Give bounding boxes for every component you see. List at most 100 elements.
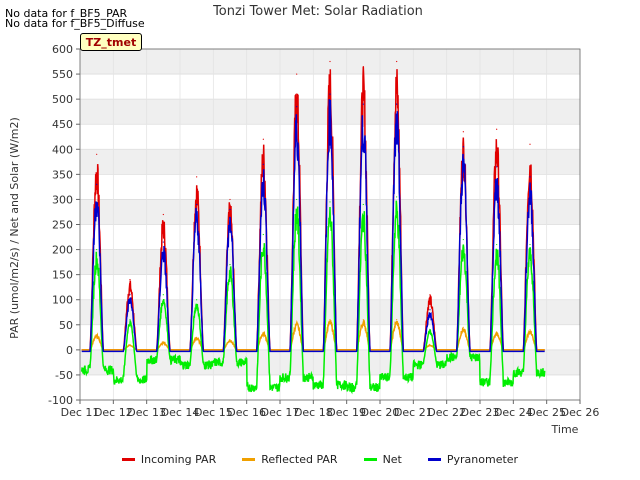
series-line-pyranometer xyxy=(81,99,545,353)
y-tick-label: 100 xyxy=(52,294,73,307)
legend-item: Incoming PAR xyxy=(121,453,217,466)
data-point xyxy=(296,106,298,108)
data-point xyxy=(229,198,231,201)
data-point xyxy=(262,331,264,333)
data-point xyxy=(162,341,164,343)
data-point xyxy=(96,248,98,251)
x-tick-label: Dec 15 xyxy=(194,406,233,419)
y-tick-label: 150 xyxy=(52,269,73,282)
data-point xyxy=(196,203,198,206)
grid-band xyxy=(80,349,580,375)
data-point xyxy=(329,319,331,321)
data-point xyxy=(529,176,531,178)
x-tick-label: Dec 19 xyxy=(327,406,366,419)
y-tick-label: 250 xyxy=(52,219,73,232)
data-point xyxy=(529,329,531,331)
legend-label: Incoming PAR xyxy=(140,453,217,466)
legend-label: Reflected PAR xyxy=(261,453,338,466)
data-point xyxy=(196,299,198,301)
x-axis-label: Time xyxy=(551,423,579,436)
y-tick-label: -100 xyxy=(48,394,73,407)
legend-item: Reflected PAR xyxy=(242,453,338,466)
data-point xyxy=(462,131,464,133)
grid-band xyxy=(80,149,580,175)
data-point xyxy=(229,339,231,341)
data-point xyxy=(162,294,164,296)
data-point xyxy=(362,103,364,105)
data-point xyxy=(362,203,364,206)
data-point xyxy=(429,294,431,296)
data-point xyxy=(462,238,464,241)
data-point xyxy=(96,153,98,155)
data-point xyxy=(262,138,264,140)
data-point xyxy=(396,60,398,63)
y-tick-label: 450 xyxy=(52,118,73,131)
y-tick-label: 550 xyxy=(52,68,73,81)
y-tick-label: 500 xyxy=(52,93,73,106)
data-point xyxy=(462,146,464,148)
data-point xyxy=(162,241,164,243)
x-tick-label: Dec 16 xyxy=(227,406,266,419)
y-tick-label: 400 xyxy=(52,143,73,156)
x-tick-label: Dec 24 xyxy=(494,406,533,419)
site-badge: TZ_tmet xyxy=(80,33,142,51)
legend-label: Net xyxy=(382,453,402,466)
x-tick-label: Dec 26 xyxy=(561,406,600,419)
data-point xyxy=(296,321,298,323)
x-tick-label: Dec 20 xyxy=(361,406,400,419)
data-point xyxy=(129,344,131,346)
data-point xyxy=(529,243,531,246)
y-tick-label: 0 xyxy=(66,344,73,357)
x-tick-label: Dec 23 xyxy=(461,406,500,419)
legend-swatch xyxy=(121,458,135,461)
data-point xyxy=(129,294,131,296)
data-point xyxy=(196,176,198,178)
data-point xyxy=(162,213,164,216)
data-point xyxy=(396,319,398,321)
data-point xyxy=(229,208,231,211)
x-tick-label: Dec 17 xyxy=(261,406,300,419)
legend-item: Net xyxy=(363,453,402,466)
data-point xyxy=(329,201,331,203)
data-point xyxy=(329,93,331,95)
data-point xyxy=(496,166,498,168)
no-data-note-par: No data for f_BF5_PAR xyxy=(5,7,128,20)
no-data-note-diffuse: No data for f_BF5_Diffuse xyxy=(5,17,145,30)
data-point xyxy=(196,336,198,338)
x-tick-label: Dec 14 xyxy=(161,406,200,419)
data-point xyxy=(429,344,431,346)
data-point xyxy=(129,279,131,281)
grid-band xyxy=(80,249,580,275)
x-tick-label: Dec 13 xyxy=(127,406,166,419)
legend-swatch xyxy=(427,458,441,461)
data-point xyxy=(429,309,431,311)
x-tick-label: Dec 21 xyxy=(394,406,433,419)
legend-label: Pyranometer xyxy=(446,453,519,466)
data-point xyxy=(296,198,298,201)
series-line-net xyxy=(80,200,546,395)
data-point xyxy=(329,60,331,63)
y-tick-label: 50 xyxy=(59,319,73,332)
data-point xyxy=(396,103,398,105)
data-point xyxy=(529,143,531,145)
data-point xyxy=(496,243,498,246)
data-point xyxy=(129,319,131,321)
data-point xyxy=(262,163,264,165)
data-point xyxy=(396,196,398,198)
data-point xyxy=(96,183,98,185)
legend-swatch xyxy=(242,458,256,461)
y-tick-label: 350 xyxy=(52,168,73,181)
legend-swatch xyxy=(363,458,377,461)
chart-title: Tonzi Tower Met: Solar Radiation xyxy=(212,4,423,19)
series-line-reflected-par xyxy=(81,319,545,351)
data-point xyxy=(96,334,98,336)
y-tick-label: 200 xyxy=(52,244,73,257)
x-tick-label: Dec 22 xyxy=(427,406,466,419)
data-point xyxy=(296,73,298,75)
data-point xyxy=(496,128,498,130)
y-tick-label: -50 xyxy=(55,369,73,382)
x-tick-label: Dec 11 xyxy=(61,406,100,419)
chart-legend: Incoming PAR Reflected PAR Net Pyranometer xyxy=(0,453,640,466)
y-tick-label: 300 xyxy=(52,193,73,206)
